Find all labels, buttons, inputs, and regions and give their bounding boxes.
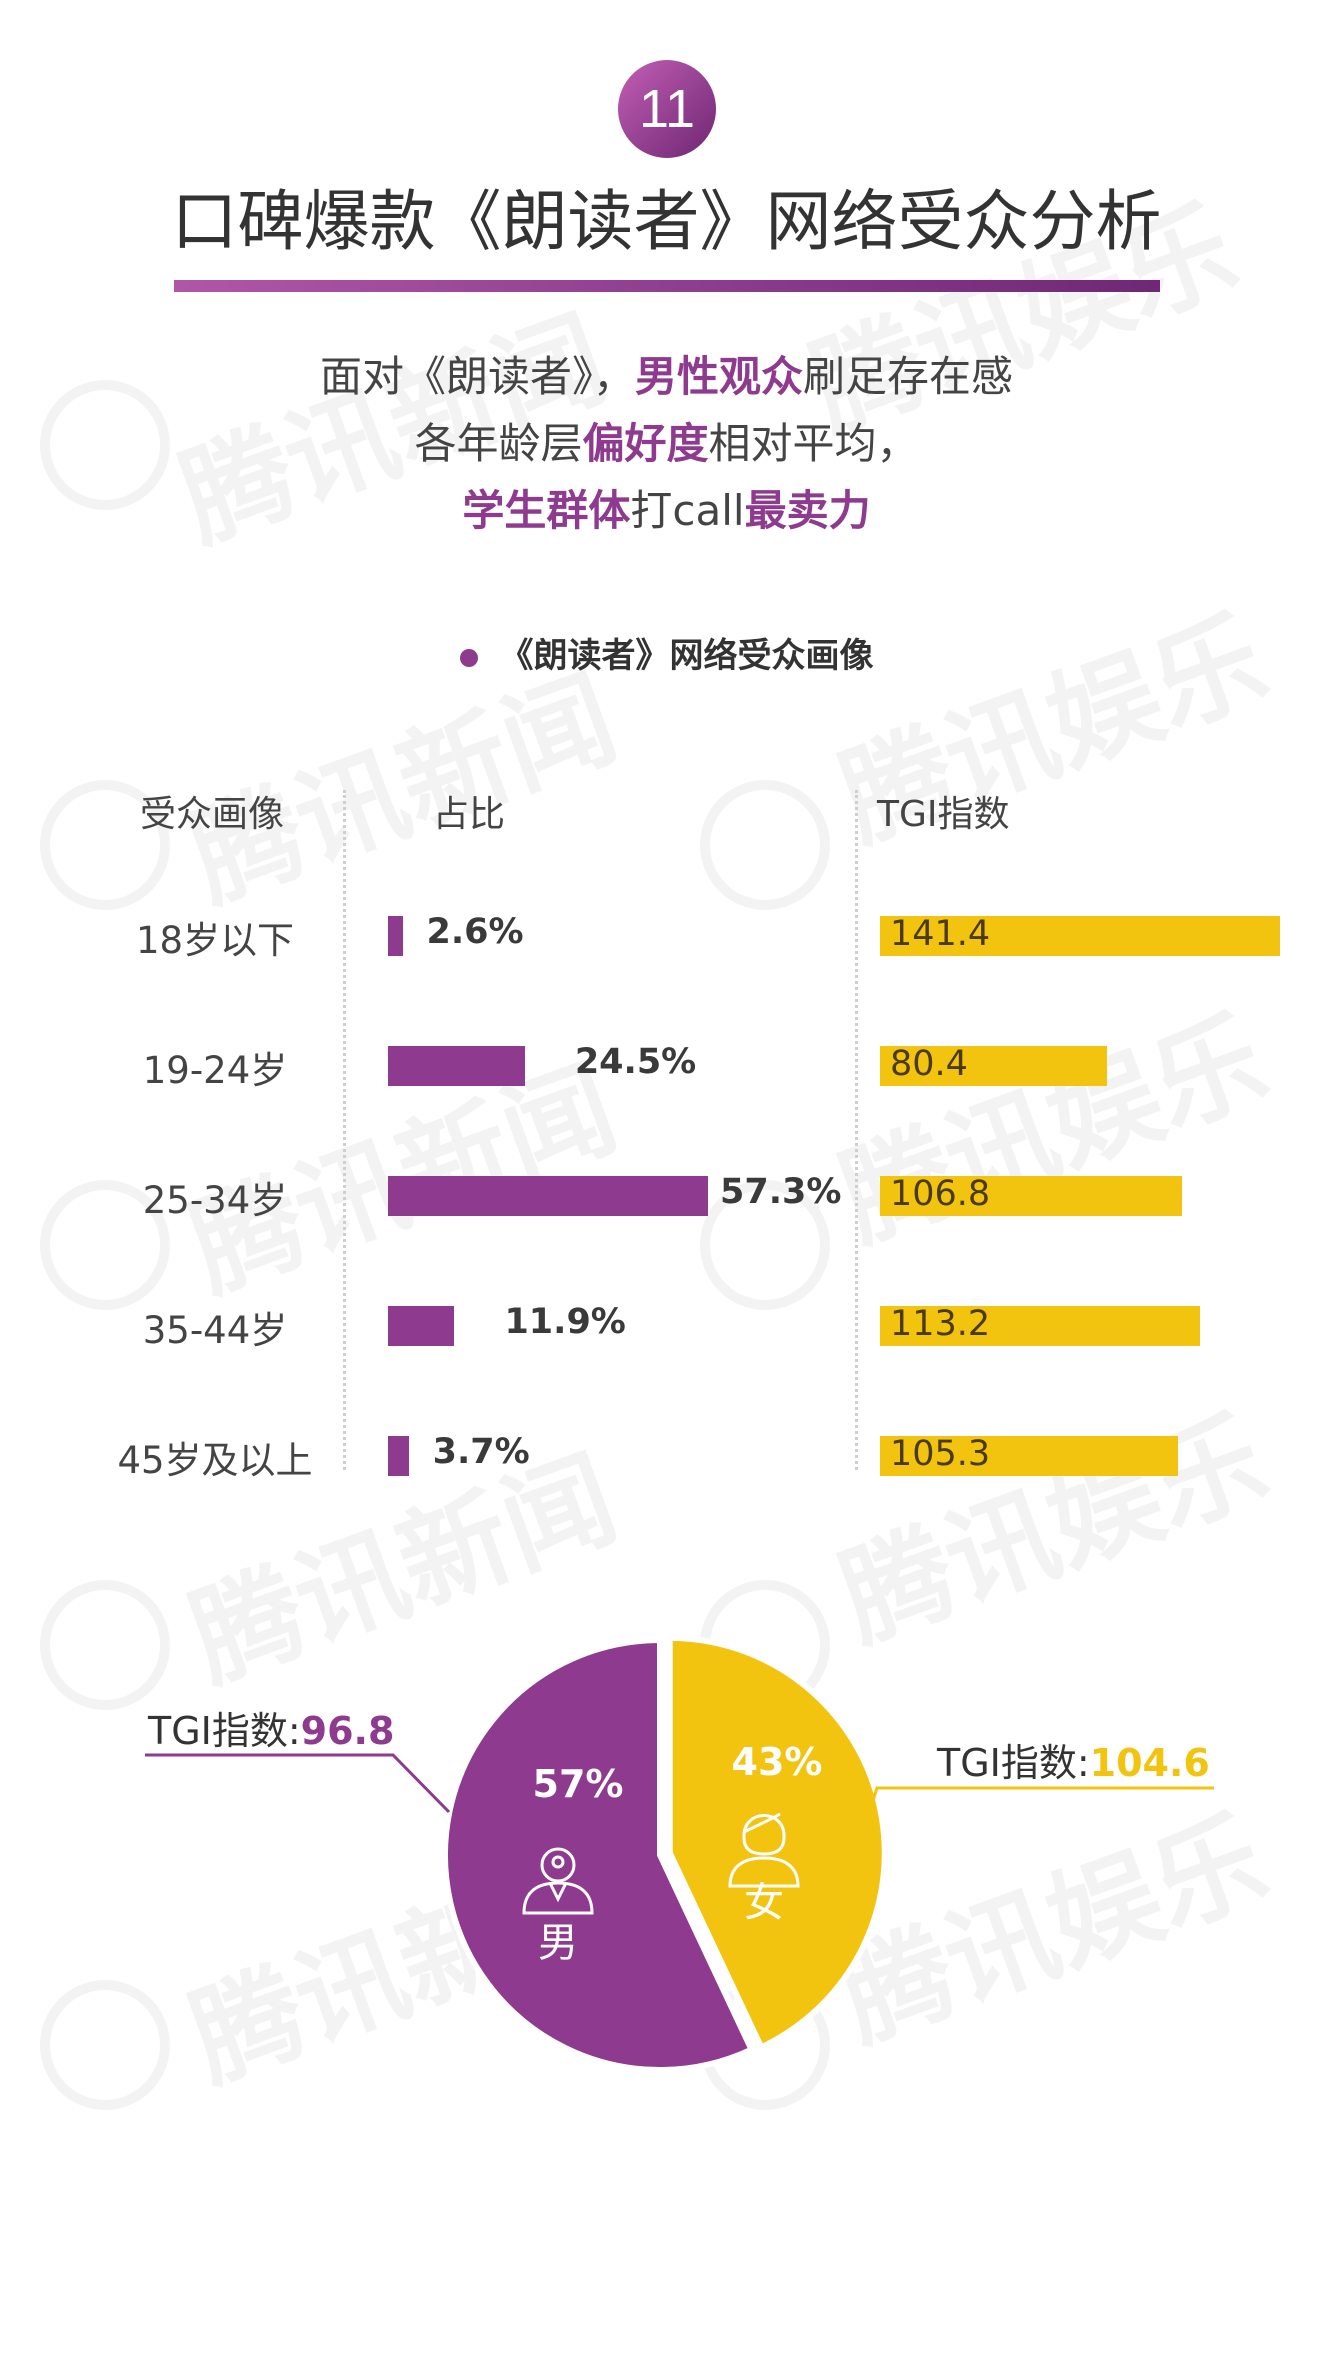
tgi-value-label: 141.4 bbox=[890, 914, 991, 954]
row-label: 35-44岁 bbox=[142, 1309, 288, 1352]
share-bar bbox=[388, 1046, 525, 1086]
tgi-bar bbox=[880, 1436, 1178, 1476]
tgi-value-label: 106.8 bbox=[890, 1174, 991, 1214]
female-tgi-caption: TGI指数:104.6 bbox=[937, 1732, 1210, 1787]
male-leader-line bbox=[145, 1753, 451, 1814]
title-underline bbox=[174, 280, 1160, 292]
male-tgi-value: 96.8 bbox=[300, 1709, 395, 1753]
summary-line-2: 各年龄层偏好度相对平均， bbox=[0, 410, 1333, 471]
share-bar bbox=[388, 1306, 455, 1346]
share-bar bbox=[388, 916, 403, 956]
summary-text: 相对平均， bbox=[708, 419, 919, 468]
tgi-bar bbox=[880, 1046, 1108, 1086]
female-user-icon bbox=[728, 1812, 800, 1888]
male-gender-label: 男 bbox=[538, 1920, 578, 1966]
column-divider bbox=[855, 790, 858, 1470]
summary-highlight: 学生群体 bbox=[462, 486, 631, 535]
male-tgi-text: TGI指数: bbox=[148, 1709, 301, 1753]
share-value-label: 2.6% bbox=[426, 912, 524, 952]
row-label: 19-24岁 bbox=[142, 1049, 288, 1092]
summary-highlight: 最卖力 bbox=[744, 486, 871, 535]
summary-text: 面对《朗读者》， bbox=[319, 352, 635, 401]
share-value-label: 3.7% bbox=[432, 1432, 530, 1472]
summary-text: 各年龄层 bbox=[414, 419, 583, 468]
row-label: 18岁以下 bbox=[135, 919, 295, 962]
share-value-label: 57.3% bbox=[720, 1172, 842, 1212]
row-label: 25-34岁 bbox=[142, 1179, 288, 1222]
male-user-icon bbox=[522, 1847, 594, 1915]
share-value-label: 24.5% bbox=[574, 1042, 697, 1082]
section-title-text: 《朗读者》网络受众画像 bbox=[499, 636, 874, 676]
summary-highlight: 男性观众 bbox=[634, 352, 803, 401]
female-tgi-value: 104.6 bbox=[1089, 1741, 1210, 1785]
section-number-badge: 11 bbox=[618, 60, 716, 158]
row-label: 45岁及以上 bbox=[117, 1439, 313, 1482]
summary-highlight: 偏好度 bbox=[582, 419, 709, 468]
summary-text: 打call bbox=[630, 486, 745, 535]
tgi-bar bbox=[880, 1176, 1183, 1216]
column-divider bbox=[343, 790, 346, 1470]
tgi-value-label: 113.2 bbox=[890, 1304, 991, 1344]
summary-line-3: 学生群体打call最卖力 bbox=[0, 477, 1333, 538]
share-value-label: 11.9% bbox=[504, 1302, 626, 1342]
summary-text: 刷足存在感 bbox=[803, 352, 1014, 401]
tgi-bar bbox=[880, 916, 1280, 956]
female-percent-label: 43% bbox=[731, 1740, 823, 1784]
tgi-bar bbox=[880, 1306, 1201, 1346]
section-title: 《朗读者》网络受众画像 bbox=[0, 628, 1333, 677]
bullet-dot-icon bbox=[459, 648, 478, 667]
female-pie-slice bbox=[666, 1634, 888, 2052]
column-header-share: 占比 bbox=[433, 794, 506, 835]
share-bar bbox=[388, 1436, 409, 1476]
tgi-value-label: 105.3 bbox=[890, 1434, 991, 1474]
summary-line-1: 面对《朗读者》，男性观众刷足存在感 bbox=[0, 343, 1333, 404]
share-bar bbox=[388, 1176, 708, 1216]
column-header-audience: 受众画像 bbox=[140, 794, 285, 835]
female-leader-line bbox=[867, 1786, 1214, 1851]
female-gender-label: 女 bbox=[744, 1880, 784, 1926]
column-header-tgi: TGI指数 bbox=[877, 794, 1010, 835]
male-pie-slice bbox=[442, 1636, 756, 2073]
male-tgi-caption: TGI指数:96.8 bbox=[148, 1700, 394, 1755]
female-tgi-text: TGI指数: bbox=[937, 1741, 1090, 1785]
male-percent-label: 57% bbox=[532, 1762, 624, 1806]
page-title: 口碑爆款《朗读者》网络受众分析 bbox=[171, 183, 1162, 260]
tgi-value-label: 80.4 bbox=[890, 1044, 968, 1084]
